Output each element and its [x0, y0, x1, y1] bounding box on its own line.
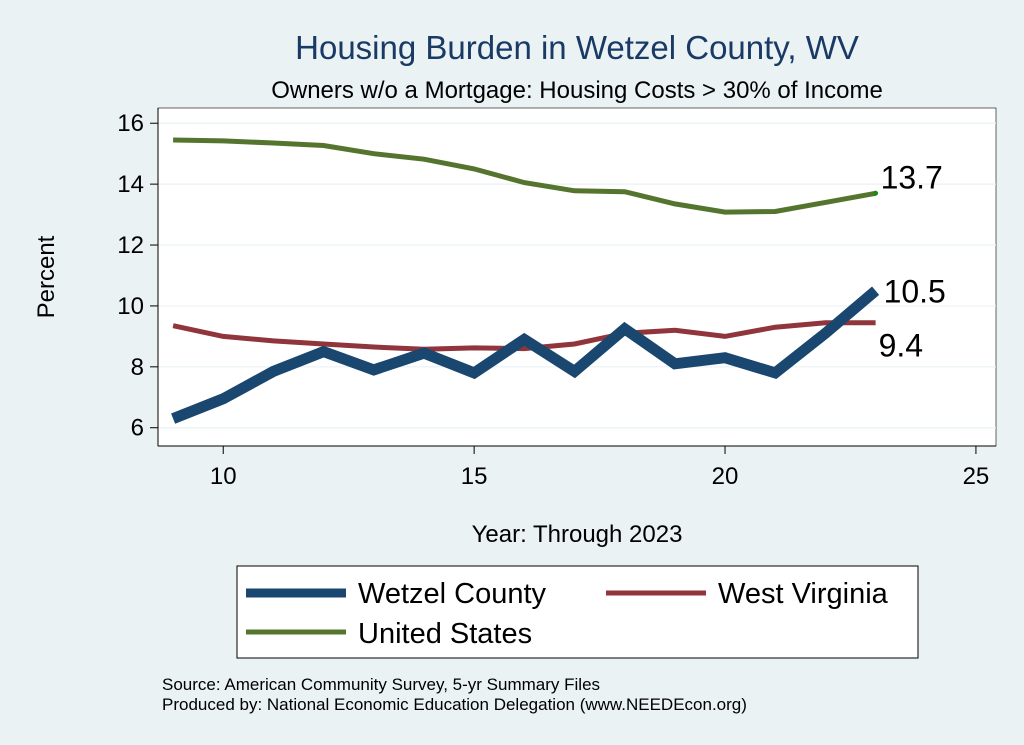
axes: 6 8 10 12 14 16 10 15 20 25: [117, 108, 996, 490]
plot-area: [157, 107, 997, 447]
y-tick-label: 8: [131, 354, 144, 381]
end-marker-united-states: [873, 190, 879, 196]
produced-by-note: Produced by: National Economic Education…: [162, 695, 747, 714]
series-line-wetzel-county: [171, 286, 880, 424]
chart-subtitle: Owners w/o a Mortgage: Housing Costs > 3…: [271, 77, 883, 104]
end-labels: 10.5 9.4 13.7: [879, 159, 946, 363]
end-label-united-states: 13.7: [881, 159, 943, 195]
end-label-wetzel-county: 10.5: [884, 274, 946, 310]
series-line-west-virginia: [172, 320, 876, 352]
y-tick-label: 6: [131, 415, 144, 442]
y-tick-label: 14: [117, 171, 144, 198]
x-tick-label: 20: [712, 463, 739, 490]
legend: Wetzel County West Virginia United State…: [236, 565, 919, 659]
y-tick-label: 16: [117, 110, 144, 137]
end-label-west-virginia: 9.4: [879, 328, 923, 364]
y-tick-label: 10: [117, 293, 144, 320]
y-axis-label: Percent: [33, 235, 60, 318]
source-note: Source: American Community Survey, 5-yr …: [162, 675, 600, 694]
series-line-united-states: [173, 137, 877, 215]
legend-label-west-virginia: West Virginia: [718, 578, 889, 610]
legend-label-wetzel-county: Wetzel County: [358, 578, 547, 610]
y-tick-label: 12: [117, 232, 144, 259]
x-axis-label: Year: Through 2023: [472, 521, 683, 548]
legend-label-united-states: United States: [358, 618, 532, 650]
x-tick-label: 25: [963, 463, 990, 490]
legend-box: [236, 565, 919, 659]
x-tick-label: 15: [461, 463, 488, 490]
series-lines: [171, 137, 880, 424]
chart-title: Housing Burden in Wetzel County, WV: [295, 29, 859, 66]
x-tick-label: 10: [210, 463, 237, 490]
